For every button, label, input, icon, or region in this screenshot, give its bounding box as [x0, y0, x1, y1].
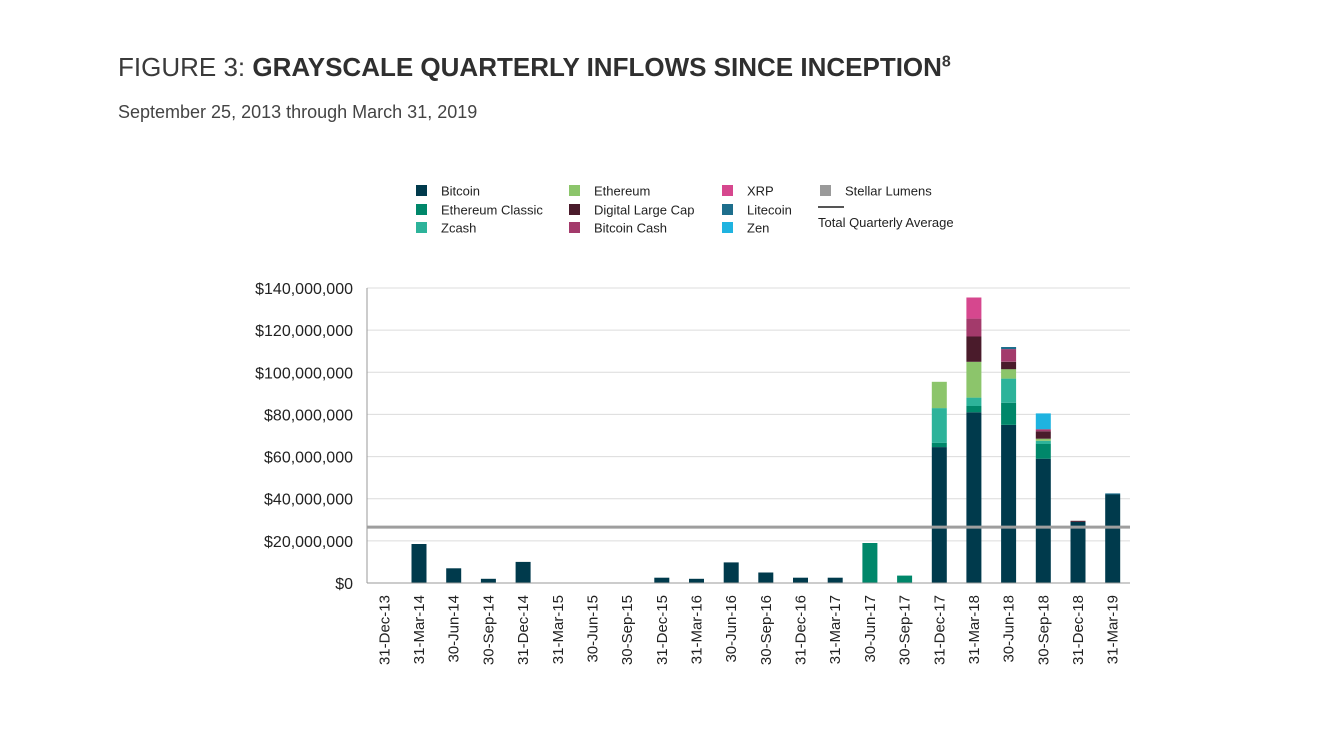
y-tick-label: $120,000,000: [255, 323, 353, 340]
x-tick-label: 31-Mar-19: [1105, 595, 1122, 664]
legend-label: Total Quarterly Average: [818, 215, 954, 230]
bar-zen: [1035, 413, 1051, 430]
legend-label: Zcash: [441, 221, 476, 236]
figure-prefix: FIGURE 3:: [118, 52, 253, 82]
bar-bitcoin-cash: [966, 318, 982, 337]
legend-swatch: [569, 222, 580, 233]
y-tick-label: $0: [335, 576, 353, 593]
x-tick-label: 31-Dec-18: [1070, 595, 1087, 665]
bar-bitcoin: [411, 544, 427, 583]
bar-bitcoin: [793, 577, 808, 583]
bar-litecoin: [1001, 347, 1017, 350]
legend-label: Zen: [747, 221, 769, 236]
bar-ethereum-classic: [1035, 443, 1051, 459]
legend-label: Ethereum: [594, 184, 650, 199]
bar-ethereum-classic: [966, 406, 982, 413]
bar-zcash: [1035, 440, 1051, 444]
y-tick-label: $80,000,000: [264, 407, 353, 424]
x-tick-label: 31-Dec-13: [376, 595, 393, 665]
bar-ethereum-classic: [897, 575, 913, 583]
legend-swatch: [722, 204, 733, 215]
bar-ethereum-classic: [931, 442, 947, 448]
figure-title: GRAYSCALE QUARTERLY INFLOWS SINCE INCEPT…: [252, 52, 942, 82]
x-tick-label: 30-Jun-18: [1001, 595, 1018, 663]
bar-digital-large-cap: [1070, 520, 1086, 522]
legend-label: Digital Large Cap: [594, 203, 694, 218]
bar-digital-large-cap: [1035, 431, 1051, 439]
bar-ethereum: [1035, 438, 1051, 441]
bar-bitcoin: [723, 562, 739, 583]
bar-bitcoin: [515, 561, 531, 583]
legend-label: Stellar Lumens: [845, 184, 932, 199]
legend-swatch: [722, 185, 733, 196]
bar-digital-large-cap: [966, 336, 982, 362]
bar-bitcoin: [827, 577, 843, 583]
legend-swatch: [416, 204, 427, 215]
bar-litecoin: [1105, 493, 1121, 495]
x-tick-label: 31-Dec-14: [515, 595, 532, 665]
bar-digital-large-cap: [1001, 361, 1017, 370]
bar-bitcoin: [1070, 521, 1086, 583]
bar-bitcoin: [689, 578, 704, 583]
bar-ethereum: [931, 381, 947, 409]
legend-label: XRP: [747, 184, 774, 199]
legend-swatch: [722, 222, 733, 233]
x-tick-label: 30-Sep-16: [758, 595, 775, 665]
bar-bitcoin: [654, 577, 670, 583]
bar-bitcoin-cash: [1001, 349, 1017, 362]
x-tick-label: 31-Mar-15: [550, 595, 567, 664]
legend-swatch: [569, 185, 580, 196]
legend-label: Bitcoin: [441, 184, 480, 199]
y-tick-label: $100,000,000: [255, 365, 353, 382]
x-tick-label: 31-Mar-18: [966, 595, 983, 664]
bar-xrp: [966, 297, 982, 319]
x-tick-label: 31-Mar-17: [827, 595, 844, 664]
x-tick-label: 30-Jun-17: [862, 595, 879, 663]
legend-label: Litecoin: [747, 203, 792, 218]
bar-bitcoin: [446, 568, 462, 584]
bar-bitcoin: [966, 412, 982, 583]
bar-ethereum: [966, 361, 982, 398]
legend-label: Ethereum Classic: [441, 203, 543, 218]
page-title: FIGURE 3: GRAYSCALE QUARTERLY INFLOWS SI…: [118, 52, 951, 83]
legend-swatch: [820, 185, 831, 196]
x-tick-label: 30-Sep-14: [480, 595, 497, 665]
x-tick-label: 30-Jun-14: [446, 595, 463, 663]
bar-zcash: [1001, 378, 1017, 403]
page-subtitle: September 25, 2013 through March 31, 201…: [118, 102, 478, 122]
bar-ethereum: [1001, 369, 1017, 379]
legend-label: Bitcoin Cash: [594, 221, 667, 236]
x-tick-label: 31-Dec-17: [931, 595, 948, 665]
bar-bitcoin: [1001, 425, 1017, 583]
x-tick-label: 31-Mar-16: [688, 595, 705, 664]
legend-swatch: [416, 185, 427, 196]
bar-bitcoin: [758, 572, 774, 583]
legend-swatch: [569, 204, 580, 215]
y-tick-label: $140,000,000: [255, 281, 353, 298]
x-tick-label: 31-Mar-14: [411, 595, 428, 664]
bar-bitcoin: [1035, 458, 1051, 583]
bar-ethereum-classic: [862, 543, 878, 583]
bar-zcash: [966, 397, 982, 406]
bar-bitcoin: [1105, 494, 1121, 583]
x-tick-label: 30-Jun-15: [584, 595, 601, 663]
x-tick-label: 30-Sep-18: [1035, 595, 1052, 665]
y-tick-label: $60,000,000: [264, 450, 353, 467]
bar-zcash: [931, 408, 947, 443]
y-tick-label: $20,000,000: [264, 534, 353, 551]
title-footnote: 8: [941, 53, 951, 71]
x-tick-label: 30-Sep-15: [619, 595, 636, 665]
y-tick-label: $40,000,000: [264, 492, 353, 509]
x-tick-label: 31-Dec-16: [793, 595, 810, 665]
bar-bitcoin: [480, 578, 496, 583]
bar-bitcoin: [931, 447, 947, 583]
bar-bitcoin-cash: [1035, 429, 1051, 432]
x-tick-label: 30-Jun-16: [723, 595, 740, 663]
x-tick-label: 30-Sep-17: [897, 595, 914, 665]
x-tick-label: 31-Dec-15: [654, 595, 671, 665]
bar-ethereum-classic: [1001, 402, 1017, 425]
legend-swatch: [416, 222, 427, 233]
